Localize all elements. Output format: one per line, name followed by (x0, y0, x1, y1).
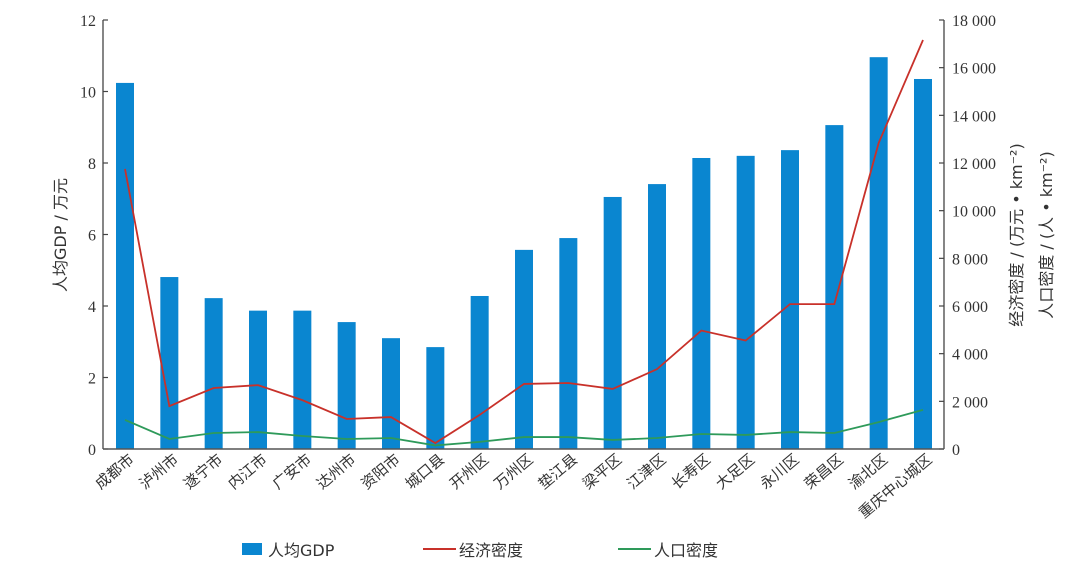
category-label: 大足区 (712, 450, 758, 493)
legend-label: 经济密度 (459, 541, 524, 560)
left-axis-title: 人均GDP / 万元 (51, 178, 70, 292)
left-tick-label: 2 (88, 371, 96, 388)
category-label: 江津区 (624, 450, 670, 493)
legend-label: 人均GDP (268, 541, 335, 560)
x-axis: 成都市泸州市遂宁市内江市广安市达州市资阳市城口县开州区万州区垫江县梁平区江津区长… (92, 448, 944, 522)
bar-大足区 (736, 155, 755, 449)
category-label: 成都市 (92, 450, 138, 493)
right-tick-label: 2 000 (952, 394, 988, 411)
category-label: 梁平区 (579, 450, 625, 493)
line-swatch-icon (618, 548, 651, 550)
bar-万州区 (515, 249, 533, 449)
category-label: 泸州市 (136, 450, 182, 493)
legend: 人均GDP 经济密度 人口密度 (0, 537, 1080, 561)
category-label: 荣昌区 (801, 450, 847, 493)
bar-资阳市 (382, 338, 400, 449)
right-tick-label: 4 000 (952, 347, 988, 364)
category-label: 垫江县 (535, 450, 581, 493)
category-label: 开州区 (446, 450, 492, 493)
left-tick-label: 12 (80, 13, 96, 30)
bar-达州市 (337, 322, 356, 449)
right-tick-label: 10 000 (952, 204, 996, 221)
left-tick-label: 0 (88, 442, 96, 459)
category-label: 长寿区 (668, 450, 714, 493)
left-y-axis: 0 2 4 6 8 10 12 (80, 13, 108, 459)
right-tick-label: 8 000 (952, 251, 988, 268)
right-axis-title-economic: 经济密度 / (万元 • km⁻²) (1007, 143, 1026, 326)
category-label: 万州区 (491, 450, 537, 493)
bar-梁平区 (603, 196, 622, 449)
bar-广安市 (293, 310, 312, 449)
bar-长寿区 (692, 157, 711, 449)
right-tick-label: 0 (952, 442, 960, 459)
bar-渝北区 (869, 57, 888, 450)
category-label: 永川区 (757, 450, 803, 493)
bar-泸州市 (160, 277, 179, 449)
bar-永川区 (781, 150, 799, 449)
bar-内江市 (249, 310, 267, 449)
category-label: 资阳市 (358, 450, 404, 493)
category-label: 广安市 (269, 450, 315, 493)
bar-遂宁市 (204, 298, 223, 449)
right-y-axis: 0 2 000 4 000 6 000 8 000 10 000 12 000 14 000 1… (939, 13, 996, 459)
right-tick-label: 6 000 (952, 299, 988, 316)
left-tick-label: 10 (80, 85, 96, 102)
legend-item-gdp: 人均GDP (242, 537, 334, 561)
left-tick-label: 8 (88, 156, 96, 173)
line-经济密度 (124, 39, 924, 445)
right-tick-label: 14 000 (952, 108, 996, 125)
legend-label: 人口密度 (654, 541, 719, 560)
legend-item-population-density: 人口密度 (618, 537, 718, 561)
bar-垫江县 (559, 238, 578, 449)
bar-开州区 (470, 295, 489, 449)
line-人口密度 (124, 409, 924, 447)
right-tick-label: 18 000 (952, 13, 996, 30)
left-tick-label: 4 (88, 299, 96, 316)
category-label: 内江市 (225, 450, 271, 493)
left-tick-label: 6 (88, 228, 96, 245)
category-label: 城口县 (402, 450, 448, 493)
bar-城口县 (426, 347, 445, 449)
legend-item-economic-density: 经济密度 (423, 537, 523, 561)
bar-成都市 (116, 82, 134, 450)
category-label: 遂宁市 (180, 450, 226, 493)
line-swatch-icon (423, 548, 456, 550)
bar-重庆中心城区 (914, 78, 932, 450)
right-axis-title-population: 人口密度 / (人 • km⁻²) (1037, 151, 1056, 318)
bar-江津区 (648, 184, 666, 449)
category-label: 达州市 (313, 450, 359, 493)
bar-swatch-icon (242, 543, 262, 555)
bar-荣昌区 (825, 125, 844, 449)
right-tick-label: 12 000 (952, 156, 996, 173)
right-tick-label: 16 000 (952, 61, 996, 78)
plot-area (116, 39, 932, 450)
